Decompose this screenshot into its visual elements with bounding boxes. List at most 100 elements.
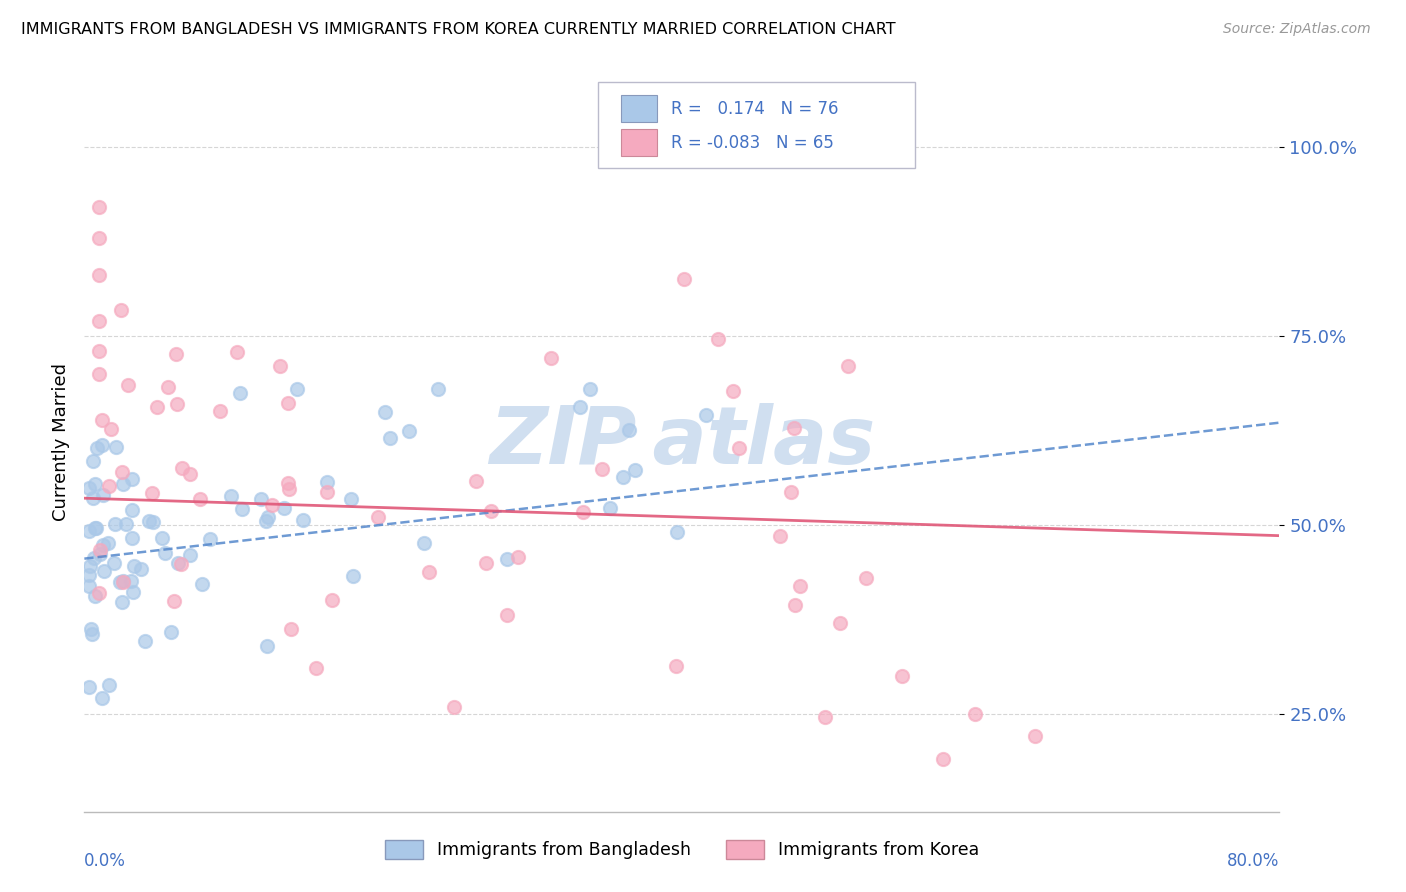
Point (117, 378, 139, 392)
Point (77, 568, 100, 582)
Point (474, 556, 496, 570)
Point (112, 477, 135, 491)
Point (91, 437, 114, 451)
Point (572, 505, 595, 519)
Point (89, 200, 111, 214)
Point (141, 486, 163, 500)
Point (707, 332, 730, 346)
Point (89, 343, 111, 358)
Point (769, 529, 792, 543)
Point (104, 516, 127, 531)
Point (225, 344, 247, 359)
Point (426, 382, 449, 396)
Point (170, 461, 193, 475)
Point (495, 551, 517, 566)
Point (412, 536, 434, 550)
Point (508, 549, 530, 564)
Point (111, 594, 134, 608)
Point (378, 431, 401, 445)
Point (495, 608, 517, 623)
Point (367, 510, 389, 524)
Point (159, 625, 181, 640)
Point (138, 514, 160, 528)
Point (624, 463, 647, 477)
Point (315, 475, 337, 489)
Legend: Immigrants from Bangladesh, Immigrants from Korea: Immigrants from Bangladesh, Immigrants f… (378, 833, 986, 866)
Point (418, 566, 440, 580)
Point (111, 574, 134, 588)
Point (156, 380, 179, 394)
Point (97, 678, 120, 692)
Point (90, 413, 112, 427)
Point (789, 579, 811, 593)
Point (219, 489, 242, 503)
Point (292, 514, 315, 528)
Point (89, 230, 111, 244)
Point (231, 501, 253, 516)
Point (672, 272, 695, 286)
Point (179, 467, 201, 481)
Point (97, 536, 120, 550)
Point (77, 579, 100, 593)
Point (398, 424, 420, 438)
Text: ZIP atlas: ZIP atlas (489, 402, 875, 481)
Text: IMMIGRANTS FROM BANGLADESH VS IMMIGRANTS FROM KOREA CURRENTLY MARRIED CORRELATIO: IMMIGRANTS FROM BANGLADESH VS IMMIGRANTS… (21, 22, 896, 37)
Point (374, 405, 396, 419)
Point (150, 531, 173, 545)
Point (93, 538, 115, 552)
Point (785, 598, 807, 612)
Point (120, 574, 142, 588)
Point (340, 492, 363, 507)
Point (77, 481, 100, 495)
Point (321, 593, 343, 607)
Point (262, 499, 284, 513)
Text: 80.0%: 80.0% (1227, 853, 1279, 871)
Point (121, 502, 143, 516)
Point (82, 627, 104, 641)
Point (77, 524, 100, 539)
FancyBboxPatch shape (599, 82, 915, 168)
Point (932, 752, 955, 766)
Point (110, 303, 132, 318)
Point (891, 669, 914, 683)
Point (191, 577, 214, 591)
Point (93, 564, 115, 578)
Point (89, 367, 111, 381)
Point (665, 524, 688, 539)
Point (146, 400, 169, 414)
Point (122, 559, 145, 574)
Point (277, 475, 299, 490)
Point (579, 382, 602, 396)
Point (108, 575, 131, 590)
Point (91, 488, 114, 502)
Point (82, 454, 104, 468)
Point (100, 422, 122, 436)
Point (89, 586, 111, 600)
Point (142, 515, 165, 529)
Point (599, 501, 621, 516)
Point (82, 491, 104, 505)
FancyBboxPatch shape (621, 129, 657, 156)
Point (91, 691, 114, 706)
Text: R = -0.083   N = 65: R = -0.083 N = 65 (671, 134, 834, 152)
FancyBboxPatch shape (621, 95, 657, 122)
Point (837, 359, 859, 374)
Point (617, 423, 640, 437)
Point (269, 359, 291, 373)
Point (198, 532, 221, 546)
Point (163, 594, 186, 608)
Point (134, 634, 156, 648)
Y-axis label: Currently Married: Currently Married (52, 362, 70, 521)
Point (256, 639, 278, 653)
Point (285, 382, 308, 396)
Point (443, 699, 465, 714)
Point (166, 556, 188, 570)
Point (465, 474, 488, 488)
Point (721, 384, 744, 398)
Point (80, 622, 103, 636)
Point (111, 466, 134, 480)
Point (612, 469, 634, 483)
Text: R =   0.174   N = 76: R = 0.174 N = 76 (671, 100, 838, 118)
Point (830, 616, 852, 631)
Point (277, 395, 299, 409)
